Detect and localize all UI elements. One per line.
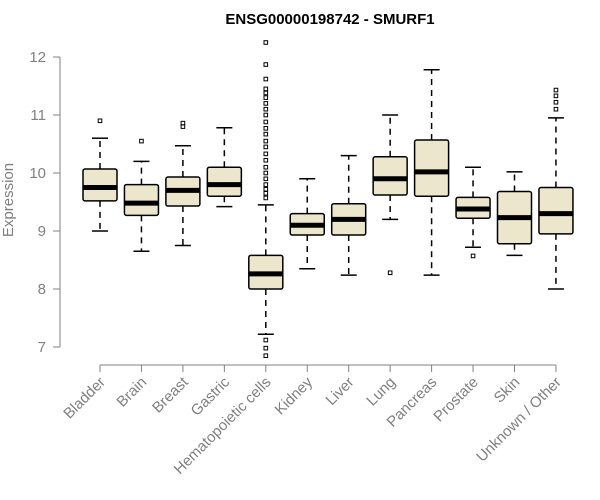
outlier-point bbox=[263, 131, 269, 137]
outlier-point bbox=[263, 106, 269, 112]
y-tick-label: 12 bbox=[29, 49, 46, 66]
y-tick-label: 9 bbox=[38, 223, 46, 240]
box-group bbox=[496, 171, 533, 257]
y-tick-label: 8 bbox=[38, 281, 46, 298]
box-group bbox=[372, 114, 408, 276]
outlier-point bbox=[263, 151, 269, 157]
outlier-point bbox=[263, 112, 269, 118]
outlier-point bbox=[263, 170, 269, 176]
outlier-point bbox=[263, 337, 269, 343]
outlier-point bbox=[263, 182, 269, 187]
outlier-point bbox=[553, 87, 559, 93]
y-axis: 7 8 9 10 11 12 bbox=[29, 49, 61, 356]
x-category-label: Brain bbox=[113, 374, 150, 411]
outlier-point bbox=[263, 345, 269, 351]
outlier-point bbox=[180, 120, 186, 126]
x-category-label: Skin bbox=[491, 374, 524, 407]
outlier-point bbox=[263, 176, 269, 182]
box-group bbox=[82, 118, 118, 232]
outlier-point bbox=[263, 40, 269, 45]
outlier-point bbox=[263, 86, 269, 92]
outlier-point bbox=[263, 353, 269, 358]
outlier-point bbox=[263, 186, 269, 192]
outlier-point bbox=[470, 253, 476, 259]
box-group bbox=[455, 166, 491, 259]
outlier-point bbox=[263, 76, 269, 82]
outlier-point bbox=[387, 270, 393, 276]
plot-area bbox=[82, 40, 574, 358]
box-iqr bbox=[123, 183, 160, 217]
x-category-label: Bladder bbox=[60, 374, 109, 423]
outlier-point bbox=[553, 93, 559, 99]
outlier-point bbox=[263, 191, 269, 196]
y-tick-label: 7 bbox=[38, 339, 46, 356]
outlier-point bbox=[263, 138, 269, 144]
outlier-point bbox=[263, 195, 269, 201]
box-group bbox=[538, 87, 574, 290]
outlier-point bbox=[553, 99, 559, 105]
x-category-label: Liver bbox=[323, 374, 358, 409]
outlier-point bbox=[97, 118, 103, 124]
y-tick-label: 10 bbox=[29, 165, 46, 182]
box-group bbox=[165, 120, 201, 247]
box-iqr bbox=[82, 168, 118, 202]
y-tick-label: 11 bbox=[30, 107, 46, 124]
box-iqr bbox=[372, 156, 408, 196]
x-category-label: Lung bbox=[363, 374, 399, 410]
box-group bbox=[330, 154, 367, 276]
x-category-label: Breast bbox=[149, 373, 192, 416]
outlier-point bbox=[263, 126, 269, 131]
box-group bbox=[206, 127, 243, 208]
outlier-point bbox=[263, 62, 269, 67]
outlier-point bbox=[139, 138, 144, 144]
chart-title: ENSG00000198742 - SMURF1 bbox=[225, 11, 434, 28]
outlier-point bbox=[263, 101, 269, 106]
box-group bbox=[413, 69, 450, 276]
box-group bbox=[248, 40, 284, 358]
outlier-point bbox=[263, 164, 269, 170]
box-iqr bbox=[206, 166, 243, 197]
outlier-point bbox=[263, 144, 269, 150]
outlier-point bbox=[263, 95, 269, 100]
outlier-point bbox=[263, 90, 269, 96]
x-category-label: Kidney bbox=[272, 373, 317, 418]
outlier-point bbox=[263, 157, 269, 163]
y-axis-label: Expression bbox=[0, 163, 17, 237]
box-iqr bbox=[538, 186, 574, 235]
outlier-point bbox=[553, 106, 559, 112]
box-group bbox=[289, 178, 325, 270]
box-group bbox=[123, 138, 160, 253]
outlier-point bbox=[263, 119, 269, 125]
x-category-label: Prostate bbox=[430, 374, 482, 426]
box-iqr bbox=[413, 139, 450, 197]
